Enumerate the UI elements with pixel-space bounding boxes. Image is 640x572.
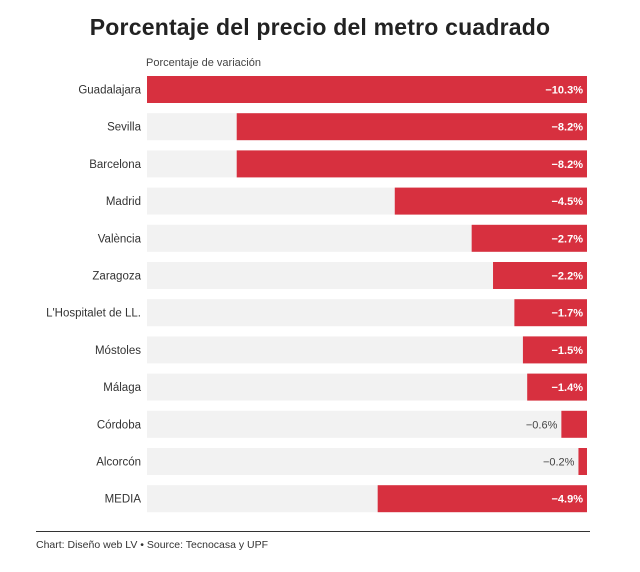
bar bbox=[394, 187, 587, 215]
value-label: −1.4% bbox=[552, 382, 584, 394]
bar-track bbox=[147, 299, 587, 327]
category-label: Móstoles bbox=[95, 345, 141, 357]
bar bbox=[561, 410, 587, 438]
bar bbox=[578, 448, 587, 475]
chart-title: Porcentaje del precio del metro cuadrado bbox=[89, 14, 551, 40]
bar bbox=[493, 262, 587, 289]
bar-track bbox=[147, 410, 587, 438]
category-label: MEDIA bbox=[105, 494, 142, 506]
value-label: −0.2% bbox=[543, 457, 575, 469]
value-label: −4.5% bbox=[552, 196, 584, 208]
category-label: Alcorcón bbox=[96, 457, 141, 469]
value-label: −2.2% bbox=[552, 271, 584, 283]
value-label: −0.6% bbox=[526, 419, 558, 431]
bar bbox=[236, 150, 587, 178]
value-label: −2.7% bbox=[552, 233, 584, 245]
footer-divider bbox=[36, 531, 590, 532]
chart-footer: Chart: Diseño web LV • Source: Tecnocasa… bbox=[36, 539, 269, 551]
bar bbox=[522, 336, 587, 364]
bar bbox=[377, 485, 587, 513]
bar bbox=[527, 373, 587, 401]
category-label: Guadalajara bbox=[78, 85, 141, 97]
bar-track bbox=[147, 336, 587, 364]
category-label: Córdoba bbox=[97, 419, 142, 431]
category-label: Madrid bbox=[106, 196, 141, 208]
bar-track bbox=[147, 373, 587, 401]
category-label: Sevilla bbox=[107, 122, 141, 134]
value-label: −1.5% bbox=[552, 345, 584, 357]
category-label: Málaga bbox=[103, 382, 141, 394]
value-label: −4.9% bbox=[552, 494, 584, 506]
axis-label: Porcentaje de variación bbox=[146, 57, 261, 69]
bar bbox=[147, 76, 587, 103]
value-label: −10.3% bbox=[545, 85, 583, 97]
category-label: València bbox=[98, 233, 142, 245]
bar bbox=[471, 224, 587, 252]
bar bbox=[514, 299, 587, 327]
value-label: −8.2% bbox=[552, 122, 584, 134]
category-label: L'Hospitalet de LL. bbox=[46, 308, 141, 320]
value-label: −1.7% bbox=[552, 308, 584, 320]
category-label: Barcelona bbox=[89, 159, 141, 171]
value-label: −8.2% bbox=[552, 159, 584, 171]
bar-track bbox=[147, 448, 587, 475]
bar bbox=[236, 113, 587, 141]
category-label: Zaragoza bbox=[92, 271, 141, 283]
